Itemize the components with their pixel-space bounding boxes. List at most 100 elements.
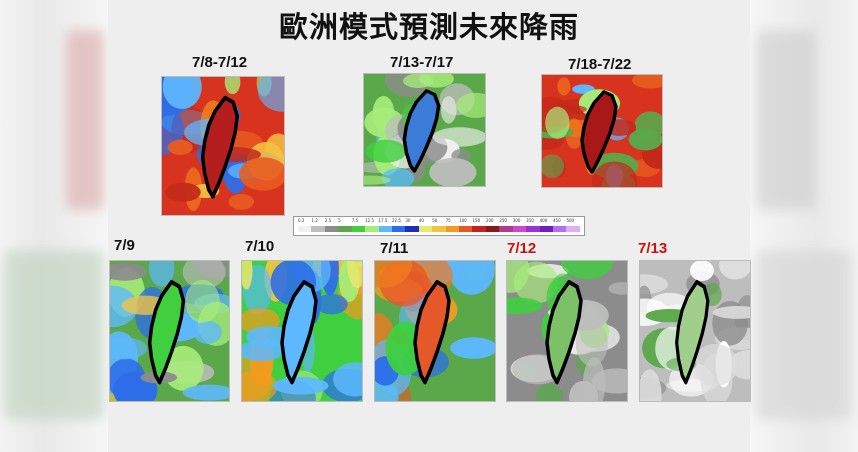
map-7-13-to-7-17 — [363, 73, 486, 187]
scale-swatch — [553, 226, 567, 232]
rain-region — [333, 362, 362, 397]
rain-region — [242, 261, 253, 290]
scale-tick: 2.5 — [324, 218, 332, 223]
scale-swatch — [351, 226, 366, 232]
label-7-8-to-7-12: 7/8-7/12 — [192, 54, 248, 71]
scale-swatch — [391, 226, 406, 232]
rain-region — [640, 369, 662, 401]
rain-region — [315, 293, 348, 315]
scale-tick: 150 — [472, 218, 481, 223]
scale-tick: 40 — [418, 218, 424, 223]
rain-region — [182, 261, 226, 289]
rain-region — [628, 128, 662, 151]
rain-region — [450, 337, 495, 359]
rainfall-map-graphic — [364, 74, 485, 186]
scale-swatch — [432, 226, 446, 232]
rain-region — [429, 157, 477, 186]
taiwan-outline — [413, 279, 451, 385]
scale-tick: 450 — [553, 218, 561, 223]
rain-region — [162, 77, 202, 110]
scale-swatch — [472, 226, 486, 232]
scale-tick: 400 — [539, 218, 548, 223]
rain-region — [692, 343, 739, 387]
rain-region — [228, 193, 255, 210]
rain-region — [375, 261, 413, 288]
rain-region — [456, 92, 485, 118]
rain-region — [272, 376, 329, 395]
taiwan-outline — [200, 95, 240, 199]
rain-region — [365, 139, 407, 163]
scale-swatch — [566, 226, 580, 232]
scale-tick: 250 — [499, 218, 507, 223]
scale-tick: 30 — [405, 218, 411, 223]
rain-region — [591, 161, 638, 187]
forecast-slide: 歐洲模式預測未來降雨 7/8-7/12 7/13-7/17 7/18-7/22 … — [108, 0, 751, 452]
slide-title: 歐洲模式預測未來降雨 — [278, 12, 579, 44]
rain-region — [712, 306, 750, 319]
label-7-11: 7/11 — [380, 240, 409, 257]
rain-region — [432, 127, 485, 147]
scale-tick: 50 — [432, 218, 438, 223]
rain-region — [165, 182, 201, 202]
scale-tick: 0.2 — [298, 218, 305, 223]
precipitation-color-scale: 0.2 1.2 2.5 5 7.5 12.5 17.5 22.5 30 40 50 75 100 150 2… — [293, 216, 585, 236]
taiwan-outline — [402, 89, 441, 173]
rain-region — [565, 118, 584, 149]
rainfall-map-graphic — [640, 261, 750, 401]
scale-tick: 17.5 — [378, 218, 388, 223]
rain-region — [545, 106, 570, 139]
rainfall-map-graphic — [110, 261, 229, 401]
rain-region — [148, 261, 175, 287]
taiwan-outline — [147, 279, 186, 385]
taiwan-outline — [675, 279, 710, 385]
scale-tick: 100 — [459, 218, 467, 223]
rain-region — [535, 383, 564, 401]
rain-region — [561, 261, 613, 279]
rainfall-map-graphic — [375, 261, 495, 401]
label-7-10: 7/10 — [245, 238, 275, 255]
map-7-13 — [639, 260, 751, 402]
rain-region — [583, 357, 606, 401]
label-7-12: 7/12 — [507, 240, 537, 257]
scale-swatch — [418, 226, 433, 232]
scale-tick: 22.5 — [391, 218, 401, 223]
rain-region — [182, 384, 229, 401]
rain-region — [448, 261, 495, 295]
map-7-10 — [241, 260, 363, 402]
rain-region — [440, 96, 457, 124]
label-7-13: 7/13 — [638, 240, 668, 257]
map-7-11 — [374, 260, 496, 402]
scale-swatch — [445, 226, 460, 232]
rain-region — [257, 77, 284, 112]
scale-swatch — [324, 226, 339, 232]
scale-swatch — [365, 226, 379, 232]
map-7-18-to-7-22 — [541, 74, 663, 188]
rain-region — [719, 261, 750, 280]
rain-region — [110, 337, 148, 360]
scale-tick: 5 — [338, 218, 341, 223]
scale-color-bar — [298, 226, 580, 232]
rain-region — [347, 261, 362, 289]
scale-swatch — [298, 226, 312, 232]
scale-tick-labels: 0.2 1.2 2.5 5 7.5 12.5 17.5 22.5 30 40 50 75 100 150 2… — [298, 217, 580, 226]
rain-region — [557, 77, 571, 96]
scale-tick: 7.5 — [351, 218, 359, 223]
rain-region — [608, 282, 627, 295]
rain-region — [193, 320, 222, 344]
label-7-13-to-7-17: 7/13-7/17 — [390, 54, 454, 71]
scale-swatch — [311, 226, 325, 232]
rain-region — [690, 261, 714, 282]
scale-tick: 12.5 — [365, 218, 375, 223]
rain-region — [507, 297, 543, 314]
map-7-9 — [109, 260, 230, 402]
scale-tick: 300 — [512, 218, 521, 223]
rainfall-map-graphic — [242, 261, 362, 401]
blurred-left-margin — [0, 0, 108, 452]
taiwan-outline — [280, 279, 318, 385]
scale-tick: 75 — [445, 218, 451, 223]
rainfall-map-graphic — [542, 75, 662, 187]
scale-swatch — [539, 226, 554, 232]
label-7-18-to-7-22: 7/18-7/22 — [568, 56, 632, 73]
rain-region — [185, 279, 220, 324]
scale-swatch — [338, 226, 352, 232]
